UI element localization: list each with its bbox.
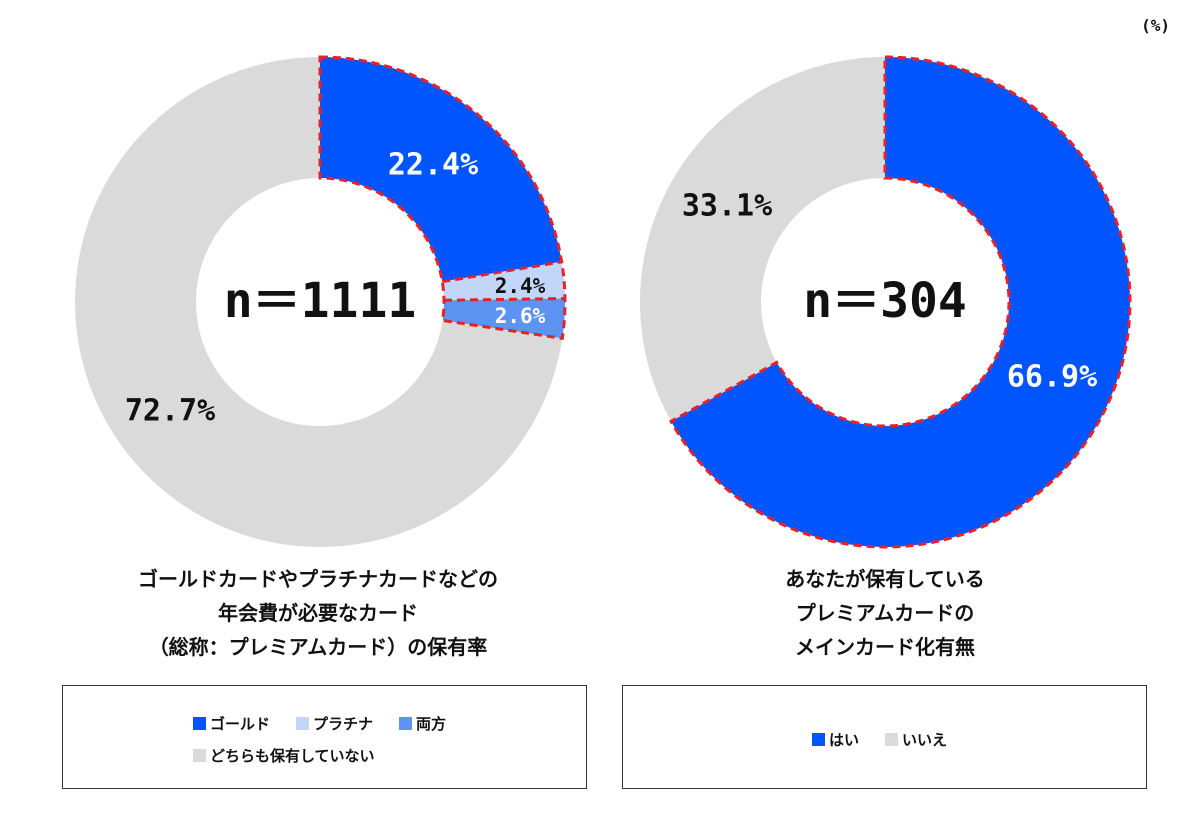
legend-item-yes: はい: [812, 729, 859, 750]
legend-label: 両方: [416, 715, 447, 733]
highlight-separator: [442, 260, 562, 284]
legend-row: はい いいえ: [812, 729, 947, 750]
legend-swatch-platinum: [296, 717, 310, 730]
value-label: 2.6%: [495, 304, 546, 328]
legend-main-card: はい いいえ: [622, 685, 1147, 789]
value-label: 66.9%: [1007, 360, 1097, 395]
legend-row: どちらも保有していない: [193, 745, 375, 766]
slice-no: [639, 57, 885, 422]
caption-line: メインカード化有無: [795, 635, 975, 659]
legend-swatch-yes: [812, 733, 825, 746]
highlight-outline: [669, 55, 1132, 549]
legend-card-ownership: ゴールド プラチナ 両方 どちらも保有していない: [62, 685, 587, 789]
highlight-separator: [443, 297, 565, 302]
caption-line: 年会費が必要なカード: [218, 601, 418, 625]
legend-label: はい: [829, 731, 860, 749]
slice-both: [442, 298, 566, 339]
legend-item-platinum: プラチナ: [296, 713, 373, 734]
center-n-label: n＝304: [803, 273, 967, 329]
donut-chart-main-card: 66.9% 33.1% n＝304: [639, 55, 1132, 549]
highlight-outline: [318, 55, 567, 341]
legend-item-neither: どちらも保有していない: [193, 745, 375, 766]
unit-label: (%): [1141, 16, 1170, 35]
legend-label: どちらも保有していない: [210, 747, 375, 765]
center-n-label: n＝1111: [224, 273, 417, 329]
legend-swatch-both: [399, 717, 413, 730]
slice-platinum: [442, 261, 565, 301]
legend-swatch-no: [885, 733, 899, 746]
legend-label: いいえ: [902, 731, 948, 749]
caption-card-ownership: ゴールドカードやプラチナカードなどの 年会費が必要なカード （総称：プレミアムカ…: [108, 562, 528, 664]
legend-item-gold: ゴールド: [193, 713, 270, 734]
caption-line: プレミアムカードの: [795, 601, 975, 625]
value-label: 72.7%: [125, 394, 215, 429]
legend-item-no: いいえ: [885, 729, 947, 750]
legend-label: プラチナ: [313, 715, 374, 733]
value-label: 33.1%: [682, 189, 772, 224]
caption-line: （総称：プレミアムカード）の保有率: [148, 635, 488, 659]
legend-item-both: 両方: [399, 713, 446, 734]
slice-yes: [671, 57, 1130, 547]
donut-charts: 22.4% 2.4% 2.6% 72.7% n＝1111 66.9% 33.1% n＝304: [74, 55, 1132, 549]
legend-swatch-gold: [193, 717, 206, 730]
caption-line: ゴールドカードやプラチナカードなどの: [138, 567, 498, 591]
legend-row: ゴールド プラチナ 両方: [193, 713, 446, 734]
value-label: 2.4%: [495, 274, 546, 298]
caption-line: あなたが保有している: [785, 567, 985, 591]
slice-neither: [74, 57, 563, 547]
slice-gold: [320, 57, 562, 282]
caption-main-card: あなたが保有している プレミアムカードの メインカード化有無: [675, 562, 1095, 664]
value-label: 22.4%: [388, 148, 478, 183]
legend-swatch-neither: [193, 749, 206, 762]
donut-chart-card-ownership: 22.4% 2.4% 2.6% 72.7% n＝1111: [74, 55, 567, 547]
legend-label: ゴールド: [210, 715, 271, 733]
